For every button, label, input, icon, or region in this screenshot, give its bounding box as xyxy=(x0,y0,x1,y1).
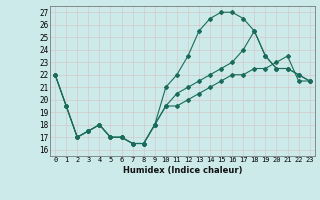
X-axis label: Humidex (Indice chaleur): Humidex (Indice chaleur) xyxy=(123,166,242,175)
